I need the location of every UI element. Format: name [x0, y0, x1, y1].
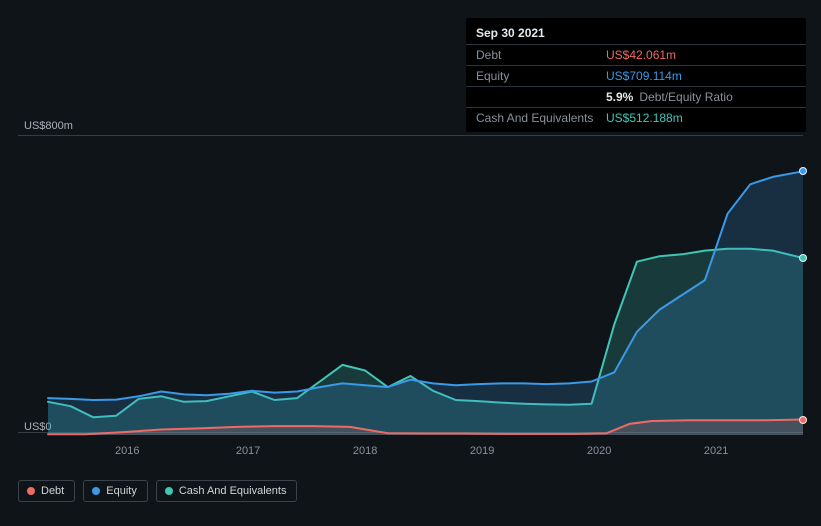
tooltip-date: Sep 30 2021 — [466, 24, 806, 44]
chart-plot-area[interactable] — [48, 140, 803, 435]
tooltip-row-value: US$512.188m — [606, 111, 796, 125]
legend-dot-icon — [165, 487, 173, 495]
tooltip-row: 5.9%Debt/Equity Ratio — [466, 86, 806, 107]
legend-dot-icon — [92, 487, 100, 495]
tooltip-row: EquityUS$709.114m — [466, 65, 806, 86]
x-axis: 2016 2017 2018 2019 2020 2021 — [48, 445, 803, 461]
series-end-marker — [799, 167, 807, 175]
x-axis-label: 2021 — [704, 445, 728, 457]
chart-tooltip: Sep 30 2021 DebtUS$42.061mEquityUS$709.1… — [466, 18, 806, 132]
x-axis-label: 2017 — [236, 445, 260, 457]
tooltip-row-label: Debt — [476, 48, 606, 62]
legend-item[interactable]: Debt — [18, 480, 75, 502]
x-axis-label: 2018 — [353, 445, 377, 457]
financials-chart-panel: { "background_color": "#0f1419", "toolti… — [0, 0, 821, 526]
tooltip-row: DebtUS$42.061m — [466, 44, 806, 65]
legend-dot-icon — [27, 487, 35, 495]
series-end-marker — [799, 254, 807, 262]
tooltip-row-label: Cash And Equivalents — [476, 111, 606, 125]
tooltip-row-value: 5.9%Debt/Equity Ratio — [606, 90, 796, 104]
x-axis-label: 2020 — [587, 445, 611, 457]
tooltip-row-label — [476, 90, 606, 104]
gridline — [18, 135, 803, 136]
x-axis-label: 2016 — [115, 445, 139, 457]
legend-label: Debt — [41, 485, 64, 497]
tooltip-row-label: Equity — [476, 69, 606, 83]
chart-legend: Debt Equity Cash And Equivalents — [18, 480, 297, 502]
tooltip-row: Cash And EquivalentsUS$512.188m — [466, 107, 806, 128]
chart-svg — [48, 140, 803, 435]
legend-label: Cash And Equivalents — [179, 485, 287, 497]
tooltip-row-value: US$709.114m — [606, 69, 796, 83]
x-axis-label: 2019 — [470, 445, 494, 457]
tooltip-row-extra: Debt/Equity Ratio — [639, 90, 732, 104]
legend-item[interactable]: Equity — [83, 480, 148, 502]
legend-item[interactable]: Cash And Equivalents — [156, 480, 298, 502]
series-area — [48, 171, 803, 435]
legend-label: Equity — [106, 485, 137, 497]
y-axis-label-max: US$800m — [24, 120, 73, 132]
series-end-marker — [799, 416, 807, 424]
tooltip-row-value: US$42.061m — [606, 48, 796, 62]
